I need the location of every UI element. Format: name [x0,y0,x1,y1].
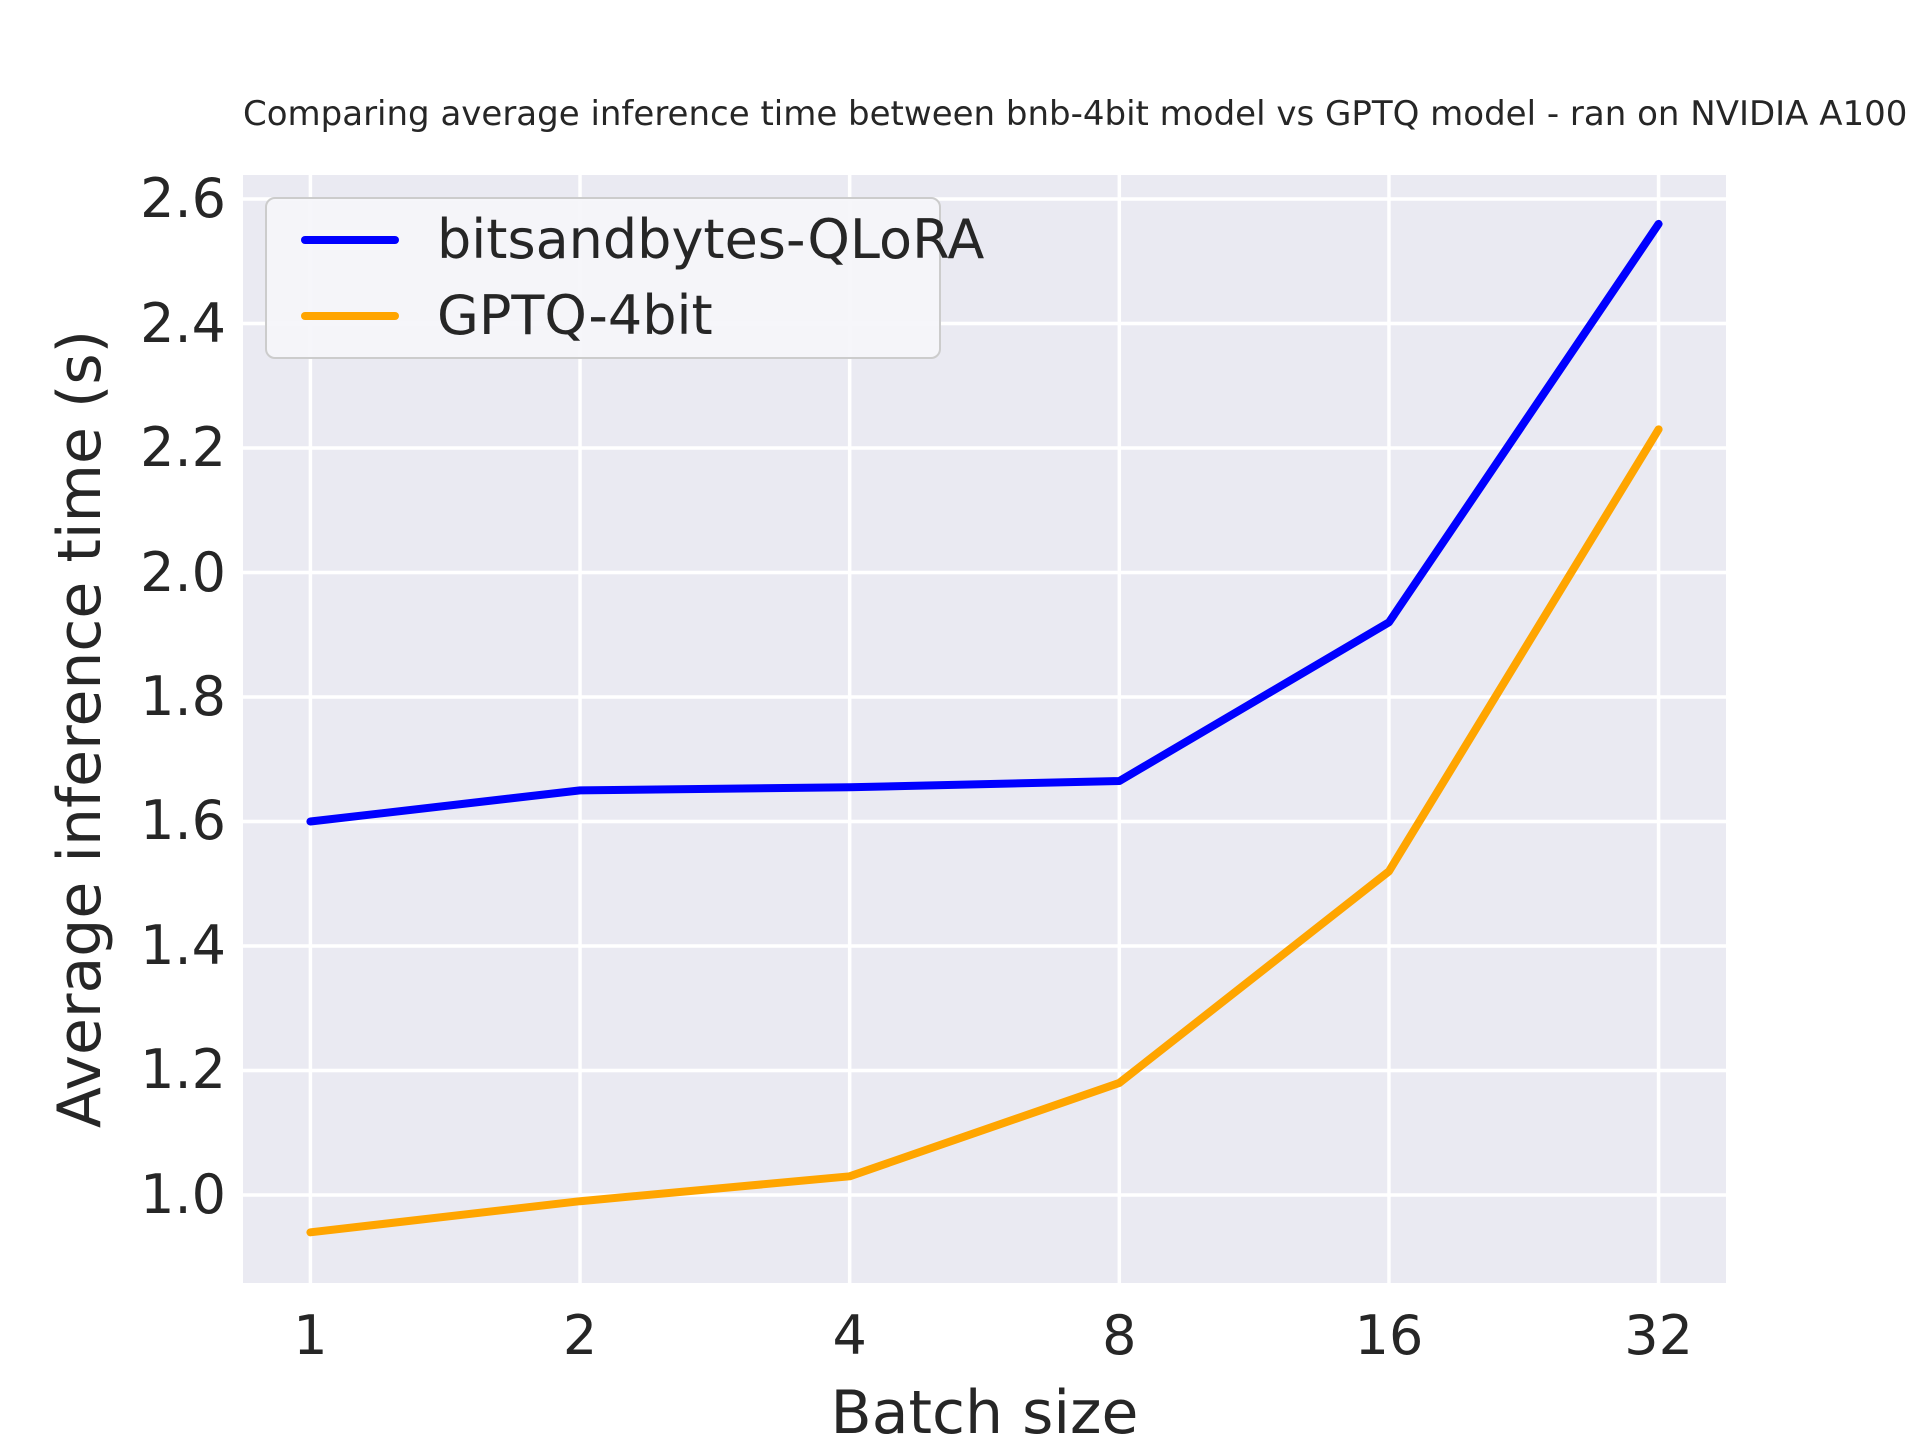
legend-label: bitsandbytes-QLoRA [437,208,985,271]
y-tick-label: 1.6 [140,789,226,853]
x-tick-label: 32 [1624,1304,1693,1367]
x-axis-label: Batch size [830,1378,1139,1440]
legend-item-bitsandbytes-qlora: bitsandbytes-QLoRA [301,209,984,271]
y-tick-label: 2.6 [140,167,226,231]
x-tick-label: 4 [832,1304,867,1367]
series-line-bitsandbytes-qlora [306,219,1663,826]
legend: bitsandbytes-QLoRA GPTQ-4bit [265,197,984,359]
legend-swatch-blue-line [301,236,399,244]
y-tick-label: 1.8 [140,665,226,728]
x-tick-label: 1 [293,1304,328,1367]
y-tick-label: 2.4 [140,291,226,355]
x-tick-label: 8 [1102,1304,1137,1367]
chart-title: Comparing average inference time between… [243,94,1908,134]
y-tick-label: 1.4 [140,913,226,977]
y-tick-label: 2.0 [140,540,226,604]
legend-swatch-orange-line [301,312,399,320]
series-line-gptq-4bit [306,425,1663,1237]
x-tick-label: 2 [562,1304,598,1367]
y-tick-label: 2.2 [140,416,226,480]
y-tick-label: 1.2 [140,1038,226,1102]
y-tick-label: 1.0 [140,1162,226,1226]
legend-item-gptq-4bit: GPTQ-4bit [301,285,905,347]
x-tick-label: 16 [1354,1304,1424,1367]
legend-label: GPTQ-4bit [437,284,713,347]
